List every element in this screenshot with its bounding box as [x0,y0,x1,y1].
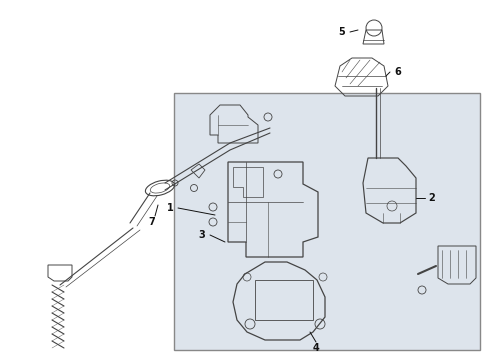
Text: 6: 6 [394,67,401,77]
Bar [174,93,480,350]
Text: 1: 1 [167,203,173,213]
Text: 2: 2 [429,193,436,203]
Text: 7: 7 [148,217,155,227]
Text: 4: 4 [313,343,319,353]
Text: 3: 3 [198,230,205,240]
Text: 5: 5 [339,27,345,37]
